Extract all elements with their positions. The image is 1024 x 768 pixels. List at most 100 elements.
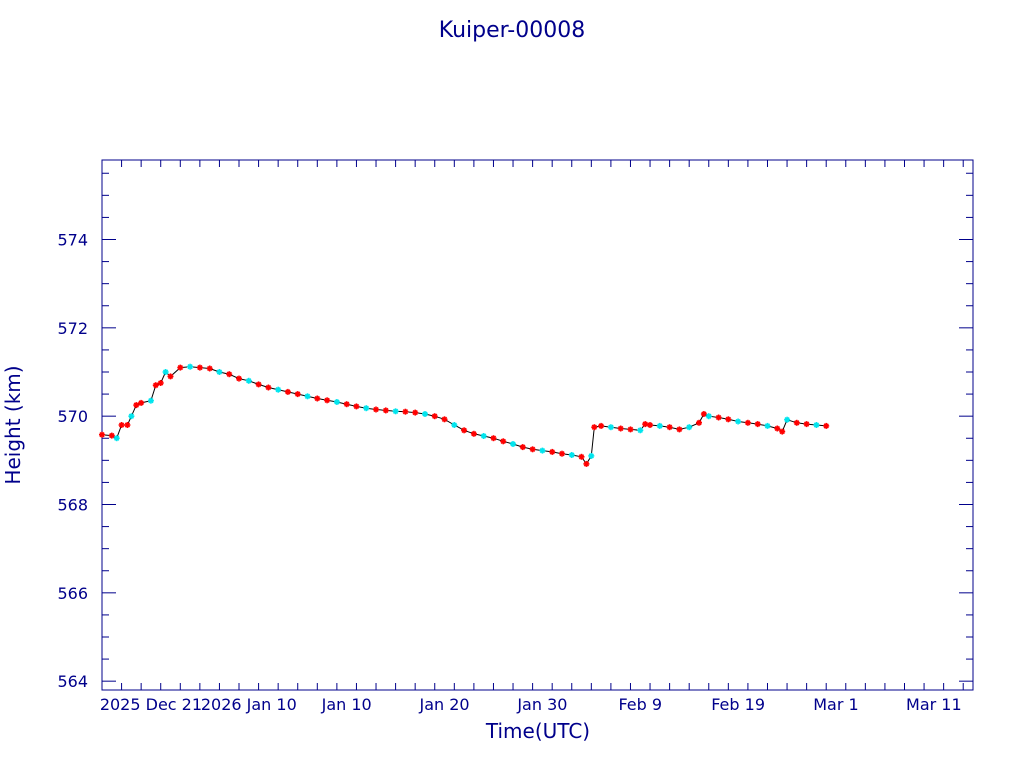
x-tick-label: Jan 30 (516, 695, 567, 714)
point-stroke (510, 441, 516, 447)
point-stroke (275, 387, 281, 393)
data-point (607, 424, 614, 431)
point-stroke (779, 428, 785, 435)
data-point (167, 373, 174, 380)
point-stroke (392, 408, 399, 414)
point-stroke (764, 423, 771, 429)
data-point (138, 399, 145, 406)
x-tick-label: 2025 Dec 21 (100, 695, 202, 714)
point-stroke (529, 446, 536, 452)
data-point (275, 386, 282, 393)
data-point (412, 409, 419, 416)
series-line (101, 366, 827, 465)
data-point (162, 369, 169, 375)
data-point (588, 452, 595, 459)
point-stroke (167, 373, 174, 380)
point-stroke (627, 426, 634, 433)
point-stroke (422, 411, 428, 417)
point-stroke (735, 418, 741, 425)
data-point (187, 363, 194, 370)
point-stroke (226, 371, 232, 377)
data-point (108, 432, 115, 439)
data-point (715, 414, 722, 421)
point-stroke (657, 423, 663, 429)
data-point (128, 413, 135, 420)
point-stroke (578, 454, 585, 460)
point-stroke (177, 364, 183, 371)
data-point (803, 421, 810, 428)
data-point (735, 418, 742, 425)
data-point (676, 426, 683, 433)
data-point (245, 377, 252, 384)
data-point (793, 419, 800, 426)
point-stroke (265, 384, 272, 391)
data-point (216, 369, 223, 375)
data-point (284, 388, 291, 395)
point-stroke (148, 398, 154, 404)
point-stroke (124, 422, 131, 428)
data-point (559, 450, 565, 457)
point-stroke (441, 416, 448, 422)
data-point (99, 431, 105, 438)
data-point (500, 438, 507, 445)
data-point (461, 427, 468, 434)
point-stroke (676, 426, 683, 433)
point-stroke (197, 364, 203, 371)
data-point (304, 393, 311, 400)
point-stroke (109, 432, 115, 439)
data-point (725, 416, 732, 423)
data-point (656, 422, 663, 429)
y-tick-label: 572 (57, 319, 88, 338)
data-point (133, 402, 140, 409)
data-point (382, 407, 389, 414)
data-point (265, 384, 272, 391)
point-stroke (162, 369, 169, 375)
data-point (598, 422, 605, 429)
point-stroke (133, 402, 139, 408)
data-point (627, 426, 634, 433)
data-point (152, 382, 159, 389)
data-point (236, 375, 242, 382)
data-point (157, 380, 164, 386)
data-point (490, 435, 497, 442)
point-stroke (608, 424, 614, 430)
point-stroke (153, 382, 159, 388)
point-stroke (823, 423, 829, 429)
data-point (333, 399, 340, 405)
data-point (118, 422, 125, 428)
point-stroke (412, 409, 418, 416)
data-point (647, 422, 653, 428)
data-point (226, 371, 233, 378)
x-tick-label: Feb 9 (618, 695, 662, 714)
data-point (392, 408, 399, 415)
point-stroke (569, 452, 575, 458)
point-stroke (295, 391, 301, 397)
data-point (422, 411, 428, 417)
data-point (431, 413, 438, 420)
data-point (686, 424, 693, 431)
data-point (637, 427, 644, 434)
point-stroke (344, 401, 350, 407)
data-point (779, 428, 786, 435)
y-tick-label: 568 (57, 496, 88, 515)
data-point (774, 425, 781, 432)
data-point (402, 408, 409, 415)
data-point (147, 397, 154, 404)
data-point (255, 381, 262, 388)
plot-frame (101, 159, 974, 691)
point-stroke (755, 421, 761, 427)
data-point (510, 441, 516, 447)
point-stroke (500, 438, 506, 444)
point-stroke (138, 400, 144, 406)
point-stroke (383, 407, 389, 414)
point-stroke (784, 417, 790, 423)
point-stroke (642, 421, 648, 427)
point-stroke (490, 435, 497, 441)
point-stroke (559, 451, 565, 457)
point-stroke (803, 421, 810, 427)
point-stroke (813, 422, 820, 428)
data-point (480, 433, 487, 439)
y-tick-label: 566 (57, 584, 88, 603)
point-stroke (451, 422, 457, 428)
